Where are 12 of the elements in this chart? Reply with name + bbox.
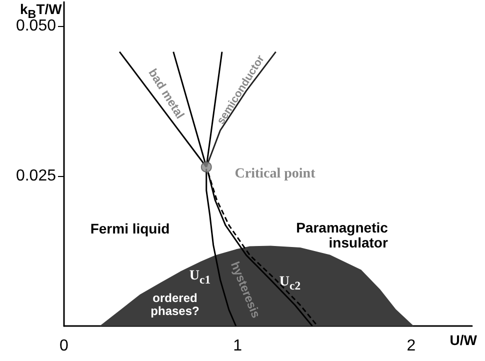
x-tick-label: 1 bbox=[233, 338, 242, 354]
annotation: Paramagnetic insulator bbox=[296, 220, 388, 252]
annotation: ordered phases? bbox=[150, 290, 200, 318]
annotation: Fermi liquid bbox=[90, 220, 170, 237]
x-tick-label: 2 bbox=[406, 338, 416, 354]
x-tick-label: 0 bbox=[60, 338, 69, 354]
annotation: U$_{c2}$ bbox=[279, 274, 301, 294]
annotation: Critical point bbox=[234, 166, 316, 182]
y-tick-label: 0.050 bbox=[16, 18, 56, 34]
y-tick-label: 0.025 bbox=[16, 168, 56, 184]
x-axis-title: U/W bbox=[450, 332, 477, 348]
annotation: U$_{c1}$ bbox=[189, 268, 211, 288]
